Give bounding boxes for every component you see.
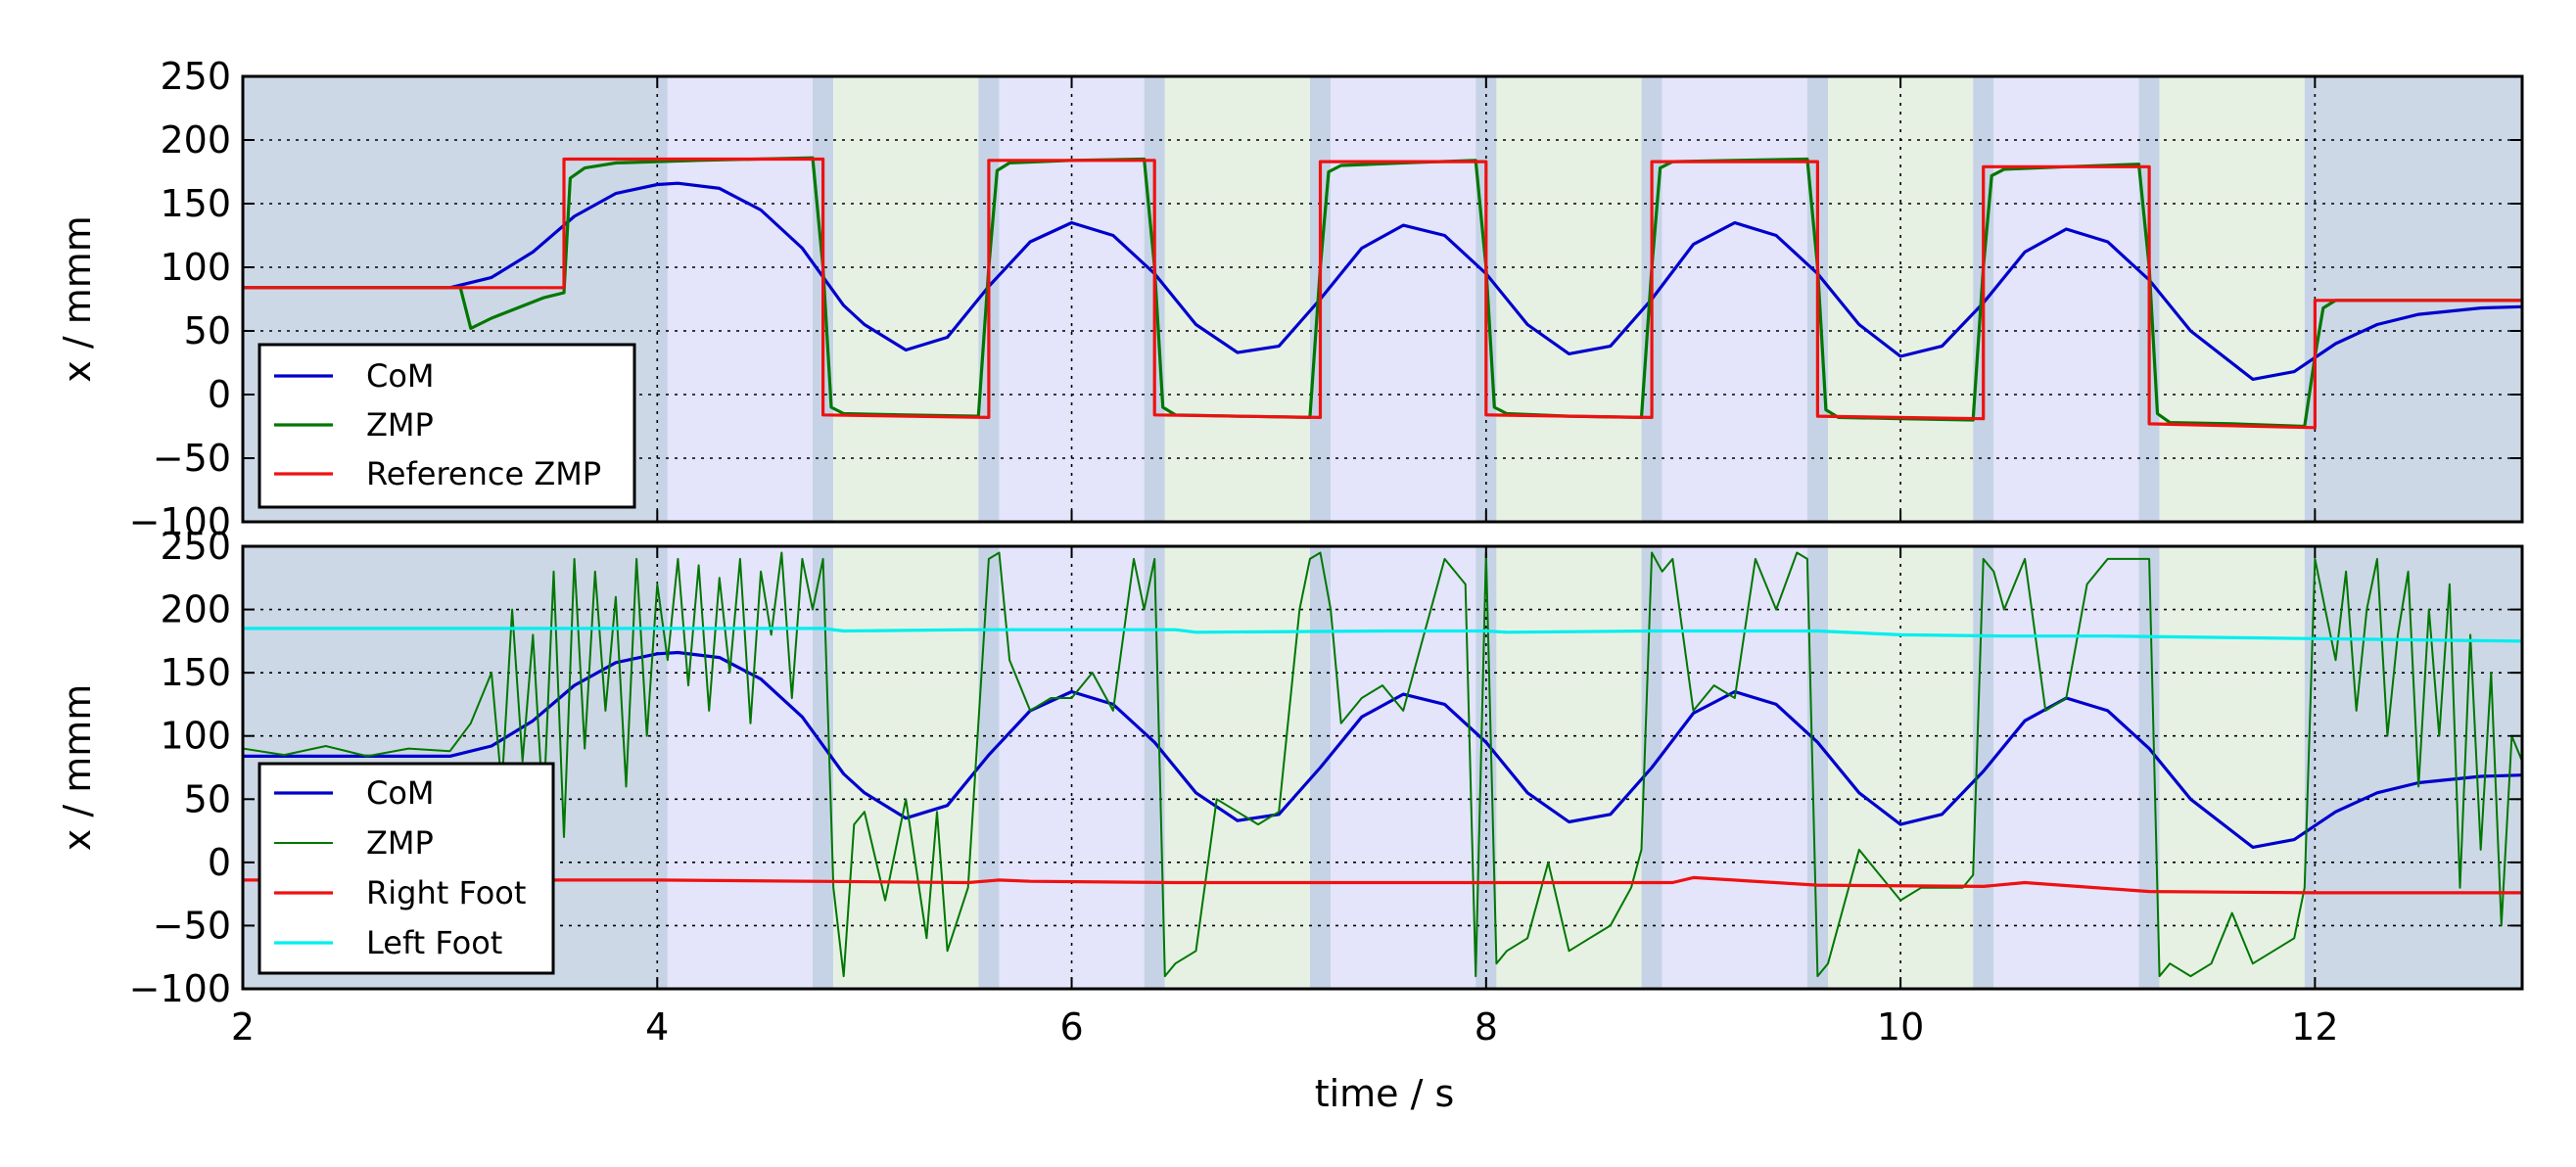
y-tick-label: 250 (160, 55, 231, 98)
x-tick-label: 12 (2291, 1005, 2338, 1049)
phase-bands (243, 546, 2522, 989)
y-tick-label: 100 (160, 246, 231, 289)
y-tick-label: 150 (160, 651, 231, 694)
phase-band-transition (1973, 546, 1994, 989)
y-tick-label: −50 (153, 437, 231, 480)
phase-band-right (833, 76, 979, 522)
y-tick-label: 0 (208, 841, 231, 884)
y-tick-label: −100 (129, 500, 231, 543)
series-line-com (243, 650, 2522, 849)
y-tick-label: 200 (160, 118, 231, 162)
phase-band-right (2159, 546, 2305, 989)
y-tick-label: 50 (184, 309, 231, 352)
phase-band-transition (657, 546, 668, 989)
x-tick-label: 8 (1475, 1005, 1498, 1049)
legend-entry: CoM (366, 774, 435, 812)
x-axis-label: time / s (1315, 1072, 1455, 1115)
series-line-left-foot (243, 627, 2522, 643)
series-line-reference-zmp (243, 157, 2522, 430)
phase-band-right (1164, 546, 1310, 989)
y-axis-label: x / mmm (56, 684, 99, 852)
phase-band-transition (2304, 76, 2316, 522)
phase-band-left (1331, 546, 1476, 989)
legend-entry: ZMP (366, 406, 434, 443)
phase-band-right (1164, 76, 1310, 522)
legend-entry: Left Foot (366, 924, 502, 961)
phase-band-transition (813, 546, 834, 989)
phase-band-transition (2138, 546, 2160, 989)
y-tick-label: 250 (160, 525, 231, 568)
tick-marks (242, 545, 2522, 990)
plot-frame (241, 74, 2524, 524)
phase-band-transition (1144, 546, 1165, 989)
x-tick-label: 2 (231, 1005, 255, 1049)
phase-band-right (1496, 546, 1642, 989)
x-tick-label: 6 (1059, 1005, 1083, 1049)
series-line-com (243, 181, 2522, 381)
phase-band-left (1993, 546, 2139, 989)
legend-entry: CoM (366, 357, 435, 395)
phase-band-transition (978, 546, 1000, 989)
phase-band-right (1496, 76, 1642, 522)
phase-band-left (1993, 76, 2139, 522)
top-panel: 250 200 150 100 50 0 −50 −100 x / mmm CoM ZMP Refer… (56, 55, 2524, 543)
phase-band-transition (1806, 546, 1829, 989)
phase-band-transition (2304, 546, 2316, 989)
phase-band-left (1662, 76, 1807, 522)
plot-frame (241, 544, 2524, 991)
legend-box (258, 762, 555, 975)
legend: CoM ZMP Reference ZMP (258, 343, 636, 509)
tick-marks (242, 75, 2522, 523)
series-line-zmp (243, 551, 2522, 978)
y-tick-label: 150 (160, 182, 231, 225)
phase-band-left (667, 546, 813, 989)
legend-entry: ZMP (366, 824, 434, 862)
x-tick-label: 10 (1877, 1005, 1924, 1049)
y-tick-label: 200 (160, 588, 231, 631)
legend: CoM ZMP Right Foot Left Foot (258, 762, 555, 975)
y-tick-label: 100 (160, 715, 231, 758)
y-axis-label: x / mmm (56, 215, 99, 383)
phase-band-transition (657, 76, 668, 522)
y-tick-label: −100 (129, 967, 231, 1010)
series-lines (243, 551, 2522, 978)
phase-band-right (2159, 76, 2305, 522)
phase-band-left (667, 76, 813, 522)
phase-band-left (1331, 76, 1476, 522)
phase-band-left (1662, 546, 1807, 989)
phase-band-right (833, 546, 979, 989)
series-line-right-foot (243, 875, 2522, 895)
legend-entry: Reference ZMP (366, 455, 601, 492)
legend-entry: Right Foot (366, 874, 526, 911)
y-tick-label: 0 (208, 373, 231, 416)
y-tick-label: −50 (153, 904, 231, 947)
x-tick-label: 4 (645, 1005, 669, 1049)
y-tick-label: 50 (184, 777, 231, 820)
series-lines (243, 156, 2522, 430)
